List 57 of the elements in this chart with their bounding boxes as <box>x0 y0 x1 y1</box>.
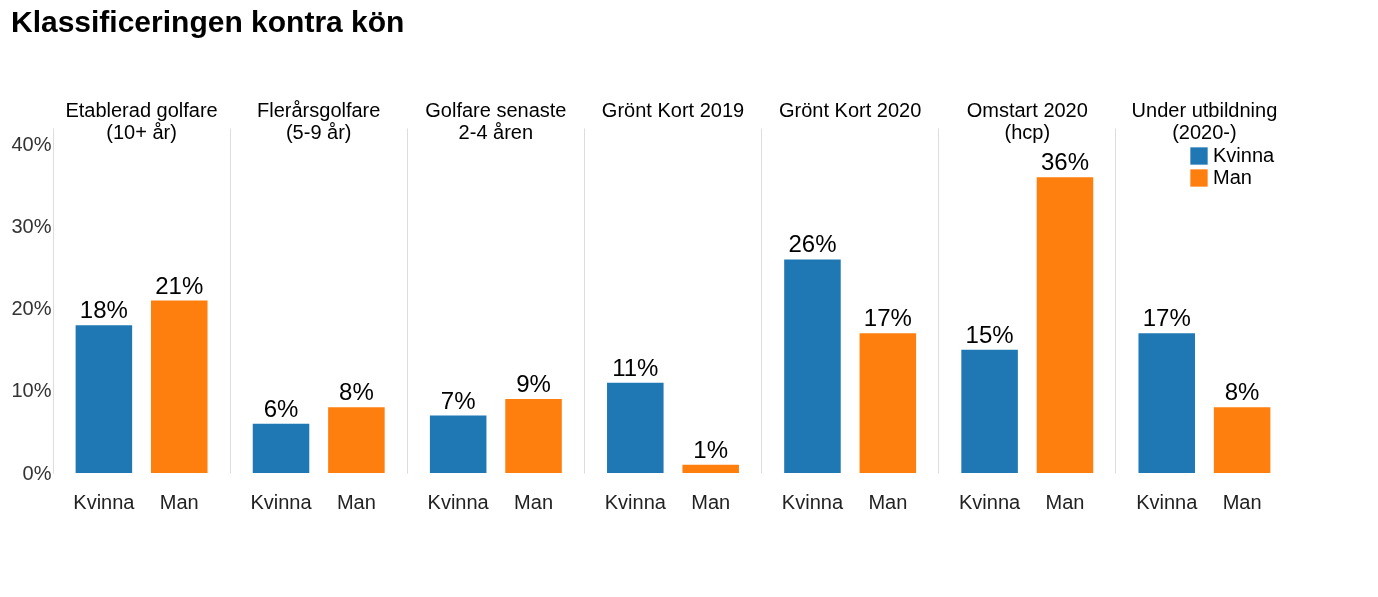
x-tick-label: Grönt Kort 2019 <box>601 98 745 121</box>
data-label: 6% <box>263 394 299 422</box>
data-label: 8% <box>1224 378 1260 406</box>
y-tick-label: 20% <box>11 297 52 320</box>
bar <box>1036 177 1094 473</box>
bar <box>859 333 917 473</box>
y-tick-label: 10% <box>11 379 52 402</box>
bar <box>784 259 841 473</box>
x-tick-label: Omstart 2020 (hcp) <box>966 98 1088 143</box>
data-label: 7% <box>440 386 476 414</box>
bar <box>607 382 664 473</box>
bar <box>505 399 562 473</box>
y-tick-label: 0% <box>22 461 52 484</box>
data-label: 18% <box>79 296 128 324</box>
text: Kvinna <box>250 491 312 513</box>
data-label: 17% <box>863 304 912 332</box>
text: Man <box>336 491 376 513</box>
text: Man <box>159 491 199 513</box>
x-tick-label: Under utbildning (2020-) <box>1131 98 1278 143</box>
legend-label: Kvinna <box>1213 144 1276 166</box>
data-label: 15% <box>965 320 1014 348</box>
text: Kvinna <box>604 491 666 513</box>
bar <box>1138 333 1196 473</box>
text: Kvinna <box>959 491 1021 513</box>
data-label: 9% <box>516 370 551 398</box>
text: Man <box>691 491 731 513</box>
text: Kvinna <box>1136 491 1198 513</box>
x-tick-label: Flerårsgolfare (5-9 år) <box>257 98 381 143</box>
data-label: 26% <box>788 230 837 258</box>
data-label: 36% <box>1040 148 1089 176</box>
bar <box>150 300 208 473</box>
bar <box>75 325 133 473</box>
bar <box>252 423 310 473</box>
text: Man <box>1222 491 1262 513</box>
data-label: 1% <box>693 435 729 463</box>
text: Kvinna <box>781 491 844 513</box>
x-tick-label: Etablerad golfare (10+ år) <box>65 98 218 143</box>
x-tick-label: Grönt Kort 2020 <box>778 98 922 121</box>
data-label: 21% <box>155 271 204 299</box>
data-label: 11% <box>612 353 659 381</box>
legend-label: Man <box>1213 166 1252 188</box>
text: Kvinna <box>73 491 135 513</box>
text: Man <box>1045 491 1085 513</box>
x-tick-label: Golfare senaste 2-4 åren <box>425 98 567 143</box>
bar <box>682 464 739 473</box>
bar <box>328 407 385 473</box>
data-label: 8% <box>339 378 374 406</box>
text: Kvinna <box>427 491 489 513</box>
y-tick-label: 40% <box>11 132 52 155</box>
text: Man <box>514 491 553 513</box>
data-label: 17% <box>1142 304 1191 332</box>
text: Man <box>868 491 908 513</box>
y-tick-label: 30% <box>11 215 52 238</box>
bar <box>961 349 1018 473</box>
chart-title: Klassificeringen kontra kön <box>10 5 405 38</box>
bar <box>1213 407 1271 473</box>
bar <box>429 415 487 473</box>
